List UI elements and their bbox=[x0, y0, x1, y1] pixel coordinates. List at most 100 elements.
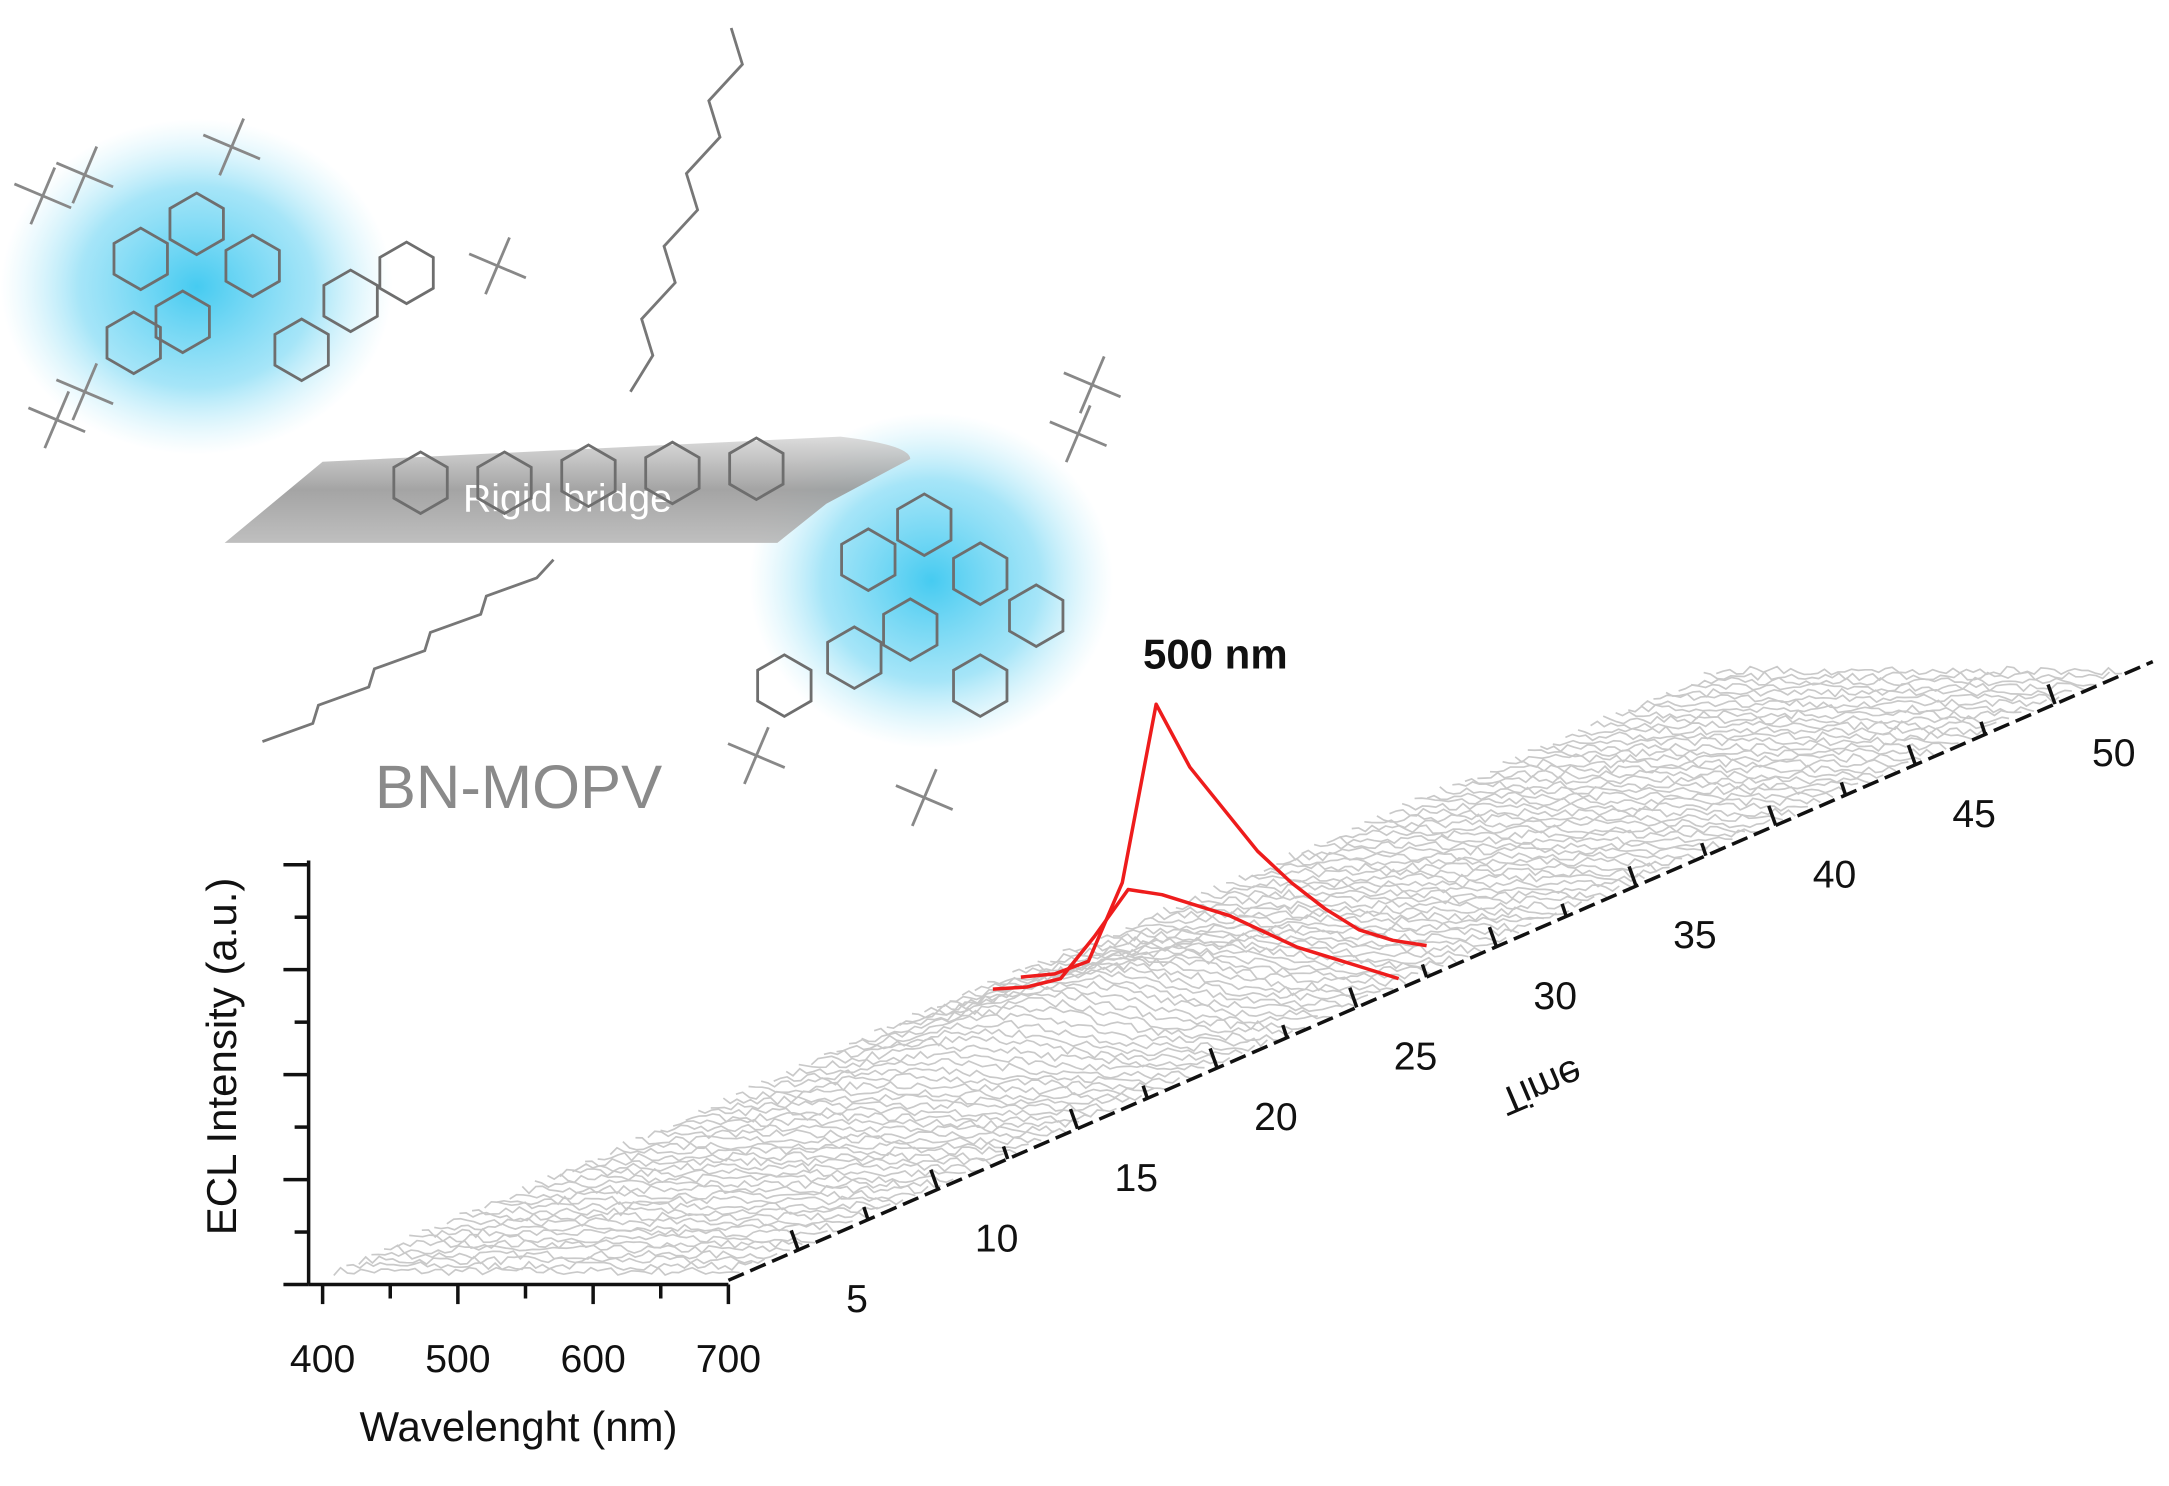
z-tick-label: 35 bbox=[1673, 914, 1717, 957]
z-minor-tick bbox=[1560, 903, 1568, 917]
methyl bbox=[496, 264, 527, 280]
z-tick-label: 5 bbox=[846, 1278, 868, 1321]
methyl bbox=[84, 390, 114, 406]
noise-line bbox=[434, 1222, 841, 1233]
noise-line bbox=[1162, 904, 1570, 916]
z-tick bbox=[1487, 926, 1499, 948]
ring bbox=[560, 443, 617, 509]
z-tick bbox=[1627, 865, 1638, 887]
noise-line bbox=[647, 1129, 1055, 1140]
methyl bbox=[42, 194, 72, 210]
noise-line bbox=[1527, 747, 1935, 758]
noise-line bbox=[823, 1035, 1231, 1064]
noise-line bbox=[1590, 720, 1997, 731]
z-axis bbox=[727, 660, 2154, 1282]
noise-line bbox=[1376, 813, 1783, 824]
noise-line bbox=[1502, 758, 1909, 769]
noise-line bbox=[861, 1012, 1268, 1048]
methyl bbox=[29, 195, 45, 225]
methyl bbox=[71, 391, 87, 421]
noise-line bbox=[1326, 834, 1733, 846]
noise-line bbox=[1187, 894, 1595, 905]
methyl bbox=[231, 145, 261, 161]
noise-line bbox=[534, 1178, 941, 1190]
x-tick-label: 600 bbox=[560, 1338, 625, 1381]
noise-line bbox=[710, 1099, 1117, 1113]
noise-line bbox=[1640, 698, 2048, 709]
noise-line bbox=[1389, 807, 1796, 818]
noise-line bbox=[1062, 938, 1469, 958]
z-minor-tick bbox=[1001, 1145, 1010, 1160]
noise-line bbox=[773, 1066, 1181, 1086]
noise-line bbox=[672, 1117, 1080, 1130]
z-tick-label: 25 bbox=[1394, 1035, 1438, 1078]
noise-line bbox=[1464, 774, 1871, 786]
ring bbox=[1008, 583, 1065, 649]
x-axis-title: Wavelenght (nm) bbox=[360, 1403, 678, 1450]
noise-line bbox=[748, 1080, 1155, 1096]
noise-line bbox=[597, 1151, 1004, 1162]
ring bbox=[840, 527, 897, 593]
z-tick-label: 10 bbox=[975, 1217, 1019, 1260]
molecule-label: BN-MOPV bbox=[375, 753, 662, 822]
noise-line bbox=[1426, 791, 1834, 802]
methyl bbox=[1091, 383, 1122, 399]
methyl bbox=[43, 419, 59, 449]
noise-line bbox=[1552, 736, 1959, 747]
methyl bbox=[13, 182, 44, 198]
noise-line bbox=[1251, 867, 1658, 878]
ring bbox=[896, 492, 953, 558]
z-axis-title: Time bbox=[1493, 1050, 1589, 1123]
methyl bbox=[1063, 371, 1093, 387]
noise-line bbox=[1452, 780, 1859, 791]
methyl bbox=[1076, 404, 1092, 435]
noise-line bbox=[1175, 899, 1583, 911]
methyl bbox=[55, 378, 86, 394]
z-tick-label: 15 bbox=[1114, 1157, 1158, 1200]
ring bbox=[756, 653, 813, 719]
methyl bbox=[895, 784, 925, 799]
noise-line bbox=[371, 1249, 778, 1261]
z-minor-tick bbox=[862, 1206, 870, 1221]
noise-line bbox=[836, 1028, 1243, 1057]
ring bbox=[728, 436, 785, 502]
methyl bbox=[911, 797, 926, 827]
noise-line bbox=[635, 1135, 1042, 1146]
z-tick-label: 50 bbox=[2092, 732, 2136, 775]
methyl bbox=[56, 418, 86, 434]
noise-line bbox=[1288, 851, 1696, 862]
methyl bbox=[41, 166, 57, 197]
noise-line bbox=[886, 996, 1294, 1037]
alkyl-chain bbox=[629, 27, 744, 393]
noise-line bbox=[1602, 714, 2010, 725]
ring bbox=[168, 191, 225, 257]
spectrum-line bbox=[992, 887, 1400, 991]
methyl bbox=[743, 755, 758, 785]
methyl bbox=[1077, 432, 1108, 448]
methyl bbox=[922, 768, 938, 799]
molecule-diagram: Rigid bridge bbox=[0, 27, 1122, 827]
y-axis-title: ECL Intensity (a.u.) bbox=[198, 878, 245, 1236]
noise-line bbox=[585, 1156, 992, 1168]
ring bbox=[882, 597, 939, 663]
methyl bbox=[1064, 433, 1080, 463]
ring bbox=[273, 317, 330, 383]
peak-label: 500 nm bbox=[1143, 631, 1288, 678]
methyl bbox=[923, 796, 954, 811]
noise-line bbox=[1301, 845, 1708, 857]
noise-line bbox=[497, 1195, 904, 1206]
ring bbox=[105, 310, 162, 376]
noise-line bbox=[1565, 731, 1972, 742]
noise-line bbox=[1238, 872, 1645, 883]
noise-line bbox=[484, 1200, 891, 1212]
ring bbox=[952, 541, 1009, 607]
noise-line bbox=[622, 1141, 1029, 1151]
methyl bbox=[755, 754, 786, 769]
z-minor-tick bbox=[1700, 842, 1708, 857]
z-minor-tick bbox=[1839, 781, 1848, 796]
methyl bbox=[468, 252, 499, 268]
noise-line bbox=[936, 974, 1343, 1013]
noise-line bbox=[559, 1167, 966, 1178]
noise-line bbox=[1074, 935, 1482, 955]
noise-line bbox=[572, 1162, 979, 1173]
